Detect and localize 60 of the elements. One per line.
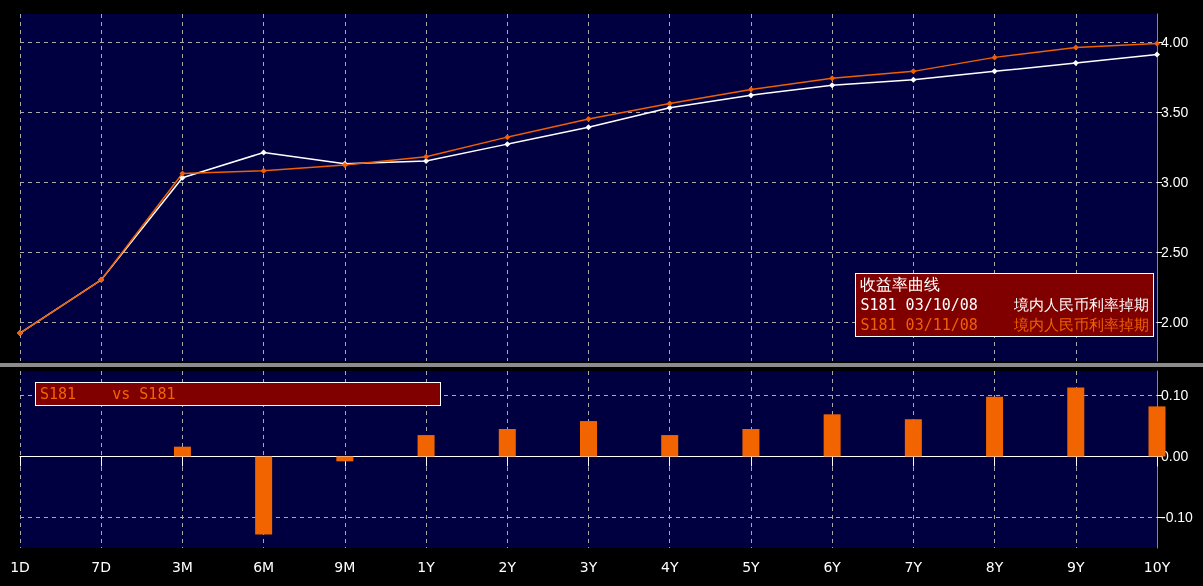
x-tick-label: 9Y <box>1067 559 1085 575</box>
legend-panel: S181 vs S181 <box>35 382 441 406</box>
point <box>260 167 267 174</box>
point <box>910 68 917 75</box>
point <box>910 76 917 83</box>
x-tick-label: 6M <box>253 559 275 575</box>
point <box>747 86 754 93</box>
point <box>1154 40 1160 47</box>
bar <box>661 435 679 457</box>
x-tick-label: 5Y <box>742 559 761 575</box>
x-tick-label: 8Y <box>985 559 1004 575</box>
bar <box>823 414 841 457</box>
y-tick-label: -0.10 <box>1161 509 1194 526</box>
y-tick-label: 3.00 <box>1161 173 1189 190</box>
bar <box>742 428 760 457</box>
point <box>666 104 673 111</box>
point <box>1154 51 1160 58</box>
bar <box>417 435 435 457</box>
point <box>585 124 592 131</box>
x-tick-label: 3Y <box>579 559 598 575</box>
x-tick-label: 10Y <box>1143 559 1171 575</box>
y-tick-label: 2.00 <box>1161 313 1189 330</box>
x-tick-label: 7Y <box>904 559 923 575</box>
point <box>829 82 836 89</box>
point <box>829 75 836 82</box>
point <box>1072 59 1079 66</box>
bar <box>1067 387 1085 457</box>
x-tick-label: 3M <box>171 559 193 575</box>
x-tick-label: 4Y <box>660 559 679 575</box>
x-tick-label: 2Y <box>498 559 517 575</box>
bar <box>986 396 1004 457</box>
point <box>504 141 511 148</box>
point <box>1072 44 1079 51</box>
y-tick-label: 4.00 <box>1161 33 1189 50</box>
bar <box>255 456 273 535</box>
legend-panel: 收益率曲线 S181 03/10/08 境内人民币利率掉期 S181 03/11/08 境内人民币利率掉期 <box>855 273 1154 337</box>
point <box>260 149 267 156</box>
point <box>179 170 186 177</box>
x-tick-label: 1Y <box>417 559 436 575</box>
point <box>504 134 511 141</box>
x-tick-label: 1D <box>10 559 30 575</box>
bar <box>336 456 354 462</box>
point <box>423 153 430 160</box>
y-tick-label: 0.10 <box>1161 387 1189 404</box>
point <box>991 54 998 61</box>
y-tick-label: 3.50 <box>1161 103 1189 120</box>
point <box>179 174 186 181</box>
bar <box>173 446 191 457</box>
y-tick-label: 2.50 <box>1161 243 1189 260</box>
bar <box>904 419 922 457</box>
legend-title: 收益率曲线 <box>860 275 942 295</box>
point <box>991 68 998 75</box>
x-tick-label: 9M <box>334 559 356 575</box>
point <box>666 100 673 107</box>
x-tick-label: 6Y <box>823 559 842 575</box>
x-tick-label: 7D <box>91 559 112 575</box>
point <box>747 92 754 99</box>
bar <box>580 421 597 457</box>
point <box>585 115 592 122</box>
bar <box>498 428 516 457</box>
